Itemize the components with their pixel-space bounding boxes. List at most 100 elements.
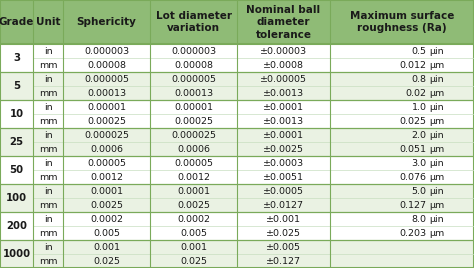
Text: ±0.005: ±0.005 <box>266 243 301 252</box>
Text: ±0.0001: ±0.0001 <box>263 103 304 112</box>
Bar <box>0 240 474 254</box>
Text: 0.0012: 0.0012 <box>90 173 123 182</box>
Text: 3: 3 <box>13 53 20 63</box>
Text: mm: mm <box>39 173 57 182</box>
Text: 200: 200 <box>6 221 27 231</box>
Text: mm: mm <box>39 256 57 266</box>
Text: in: in <box>44 187 52 196</box>
Text: μin: μin <box>429 75 444 84</box>
Text: ±0.0127: ±0.0127 <box>263 200 304 210</box>
Text: in: in <box>44 215 52 224</box>
Text: ±0.0025: ±0.0025 <box>263 145 304 154</box>
Text: 0.012: 0.012 <box>400 61 427 70</box>
Text: μin: μin <box>429 159 444 168</box>
Bar <box>0 0 474 44</box>
Text: 0.8: 0.8 <box>411 75 427 84</box>
Bar <box>0 156 474 170</box>
Text: 0.000003: 0.000003 <box>84 47 129 56</box>
Text: 2.0: 2.0 <box>411 131 427 140</box>
Text: Nominal ball
diameter
tolerance: Nominal ball diameter tolerance <box>246 5 320 39</box>
Text: in: in <box>44 243 52 252</box>
Text: 3.0: 3.0 <box>411 159 427 168</box>
Text: 0.005: 0.005 <box>180 229 207 237</box>
Text: 50: 50 <box>9 165 24 175</box>
Bar <box>0 114 474 128</box>
Text: Unit: Unit <box>36 17 60 27</box>
Text: 0.00013: 0.00013 <box>87 89 126 98</box>
Text: 0.00001: 0.00001 <box>87 103 126 112</box>
Text: 0.005: 0.005 <box>93 229 120 237</box>
Text: 0.00013: 0.00013 <box>174 89 213 98</box>
Text: 0.076: 0.076 <box>400 173 427 182</box>
Bar <box>0 198 474 212</box>
Text: 0.0006: 0.0006 <box>177 145 210 154</box>
Text: μm: μm <box>429 173 445 182</box>
Text: 0.5: 0.5 <box>411 47 427 56</box>
Text: in: in <box>44 103 52 112</box>
Text: 25: 25 <box>9 137 24 147</box>
Text: Sphericity: Sphericity <box>77 17 137 27</box>
Text: 0.025: 0.025 <box>93 256 120 266</box>
Text: ±0.00005: ±0.00005 <box>260 75 307 84</box>
Text: 0.051: 0.051 <box>400 145 427 154</box>
Text: μm: μm <box>429 117 445 126</box>
Text: 5.0: 5.0 <box>411 187 427 196</box>
Text: 5: 5 <box>13 81 20 91</box>
Bar <box>0 226 474 240</box>
Text: in: in <box>44 131 52 140</box>
Text: 0.00025: 0.00025 <box>174 117 213 126</box>
Text: 1.0: 1.0 <box>411 103 427 112</box>
Text: 0.00008: 0.00008 <box>174 61 213 70</box>
Text: mm: mm <box>39 61 57 70</box>
Text: 0.000003: 0.000003 <box>171 47 216 56</box>
Text: ±0.0051: ±0.0051 <box>263 173 304 182</box>
Text: 100: 100 <box>6 193 27 203</box>
Text: ±0.0013: ±0.0013 <box>263 89 304 98</box>
Text: ±0.0001: ±0.0001 <box>263 131 304 140</box>
Text: ±0.001: ±0.001 <box>266 215 301 224</box>
Text: 0.0012: 0.0012 <box>177 173 210 182</box>
Text: 10: 10 <box>9 109 24 119</box>
Text: mm: mm <box>39 89 57 98</box>
Text: 0.00008: 0.00008 <box>87 61 126 70</box>
Text: μin: μin <box>429 47 444 56</box>
Bar <box>0 58 474 72</box>
Text: ±0.0008: ±0.0008 <box>263 61 304 70</box>
Text: Maximum surface
roughness (Ra): Maximum surface roughness (Ra) <box>350 11 454 33</box>
Text: Grade: Grade <box>0 17 34 27</box>
Text: 0.001: 0.001 <box>93 243 120 252</box>
Text: 0.0002: 0.0002 <box>177 215 210 224</box>
Text: 0.00025: 0.00025 <box>87 117 126 126</box>
Bar <box>0 142 474 156</box>
Text: μin: μin <box>429 103 444 112</box>
Text: mm: mm <box>39 229 57 237</box>
Text: 0.000025: 0.000025 <box>171 131 216 140</box>
Text: 0.00001: 0.00001 <box>174 103 213 112</box>
Text: 0.00005: 0.00005 <box>87 159 126 168</box>
Text: 0.203: 0.203 <box>400 229 427 237</box>
Text: ±0.025: ±0.025 <box>266 229 301 237</box>
Text: μin: μin <box>429 215 444 224</box>
Text: 0.000025: 0.000025 <box>84 131 129 140</box>
Text: 0.000005: 0.000005 <box>171 75 216 84</box>
Bar <box>0 170 474 184</box>
Bar <box>0 254 474 268</box>
Bar <box>0 184 474 198</box>
Text: ±0.0013: ±0.0013 <box>263 117 304 126</box>
Text: 0.0002: 0.0002 <box>90 215 123 224</box>
Text: 0.025: 0.025 <box>180 256 207 266</box>
Text: 0.0025: 0.0025 <box>90 200 123 210</box>
Bar <box>0 212 474 226</box>
Text: ±0.0005: ±0.0005 <box>263 187 304 196</box>
Text: μm: μm <box>429 229 445 237</box>
Text: 0.025: 0.025 <box>400 117 427 126</box>
Bar <box>0 100 474 114</box>
Text: 0.00005: 0.00005 <box>174 159 213 168</box>
Bar <box>0 44 474 58</box>
Text: Lot diameter
variation: Lot diameter variation <box>155 11 231 33</box>
Text: 0.127: 0.127 <box>400 200 427 210</box>
Text: 0.001: 0.001 <box>180 243 207 252</box>
Text: 0.02: 0.02 <box>405 89 427 98</box>
Text: μm: μm <box>429 89 445 98</box>
Text: ±0.0003: ±0.0003 <box>263 159 304 168</box>
